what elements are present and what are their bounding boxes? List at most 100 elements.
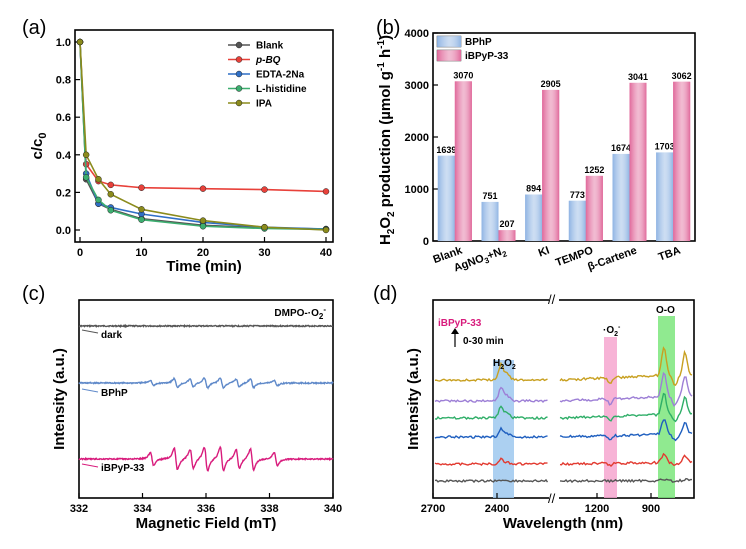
data-point bbox=[95, 196, 102, 204]
panel-c-title: DMPO-·O2- bbox=[274, 305, 326, 321]
bar-shade bbox=[568, 200, 586, 241]
bar-shade bbox=[612, 153, 630, 241]
panel-b: (b) 0 1000 2000 3000 4000 1639 3070 751 207 894 2… bbox=[376, 17, 696, 274]
bar-value-label: 1674 bbox=[611, 143, 631, 153]
data-point bbox=[95, 175, 102, 183]
panel-c-xtick-label: 336 bbox=[197, 503, 215, 515]
panel-a-xtick-label: 30 bbox=[258, 247, 270, 259]
bar-group: 207 bbox=[498, 219, 516, 241]
axis-break-bottom-gap bbox=[549, 490, 559, 506]
ir-trace bbox=[434, 477, 693, 484]
series-line bbox=[79, 41, 327, 231]
panel-a-ytick-label: 0.8 bbox=[56, 75, 71, 87]
panel-d-band-superoxide-label: ·O2- bbox=[603, 324, 621, 338]
epr-trace-ibpyp-33 bbox=[78, 445, 334, 472]
panel-c-label-bphp: BPhP bbox=[101, 388, 128, 399]
panel-a: (a) 0.0 0.2 0.4 0.6 0.8 1.0 0 10 20 30 40 Blank p-… bbox=[22, 17, 334, 275]
legend-label: iBPyP-33 bbox=[465, 51, 509, 62]
data-point bbox=[261, 223, 268, 231]
legend-label: BPhP bbox=[465, 37, 492, 48]
data-point bbox=[82, 151, 90, 159]
series-ipa bbox=[76, 38, 330, 234]
data-point bbox=[76, 38, 84, 46]
ir-trace-right bbox=[559, 392, 693, 423]
bar-value-label: 1639 bbox=[436, 145, 456, 155]
legend-marker bbox=[235, 99, 243, 107]
panel-a-label: (a) bbox=[22, 17, 46, 39]
ir-trace bbox=[434, 419, 693, 442]
data-point bbox=[322, 188, 330, 195]
data-point bbox=[322, 226, 330, 234]
category-label: KI bbox=[537, 245, 551, 260]
panel-d-frame bbox=[432, 299, 695, 499]
panel-c: (c) 332 334 336 338 340 DMPO-·O2- dark BPhP … bbox=[22, 283, 342, 532]
ir-trace-right bbox=[559, 477, 693, 484]
bar-value-label: 894 bbox=[526, 184, 541, 194]
legend-marker bbox=[235, 70, 243, 78]
panel-b-ytick-label: 4000 bbox=[405, 28, 429, 40]
bar-shade bbox=[585, 175, 603, 241]
ir-trace bbox=[434, 392, 693, 423]
panel-a-xtick-label: 0 bbox=[77, 247, 83, 259]
legend-label: EDTA-2Na bbox=[256, 70, 305, 81]
panel-b-frame bbox=[432, 32, 696, 242]
ir-trace bbox=[434, 346, 693, 387]
panel-c-label-dark: dark bbox=[101, 330, 123, 341]
bar-value-label: 207 bbox=[499, 219, 514, 229]
legend-marker bbox=[235, 56, 243, 63]
ir-trace-right bbox=[559, 346, 693, 387]
legend-swatch-shade bbox=[437, 50, 461, 61]
epr-trace-bphp bbox=[78, 376, 334, 390]
series-line bbox=[79, 41, 327, 193]
ir-trace-left bbox=[434, 386, 548, 404]
legend-label: p-BQ bbox=[255, 55, 281, 66]
legend-marker bbox=[235, 41, 243, 49]
bar-value-label: 773 bbox=[570, 190, 585, 200]
category-label: TBA bbox=[657, 245, 682, 264]
ir-trace-left bbox=[434, 457, 548, 466]
bar-shade bbox=[525, 194, 543, 241]
panel-a-ytick-label: 0.2 bbox=[56, 187, 71, 199]
panel-d-xtick-label: 2400 bbox=[485, 503, 509, 515]
panel-c-label-ibpyp: iBPyP-33 bbox=[101, 463, 145, 474]
panel-d-xtick-label: 900 bbox=[642, 503, 660, 515]
panel-d-label: (d) bbox=[373, 283, 397, 305]
legend-label: IPA bbox=[256, 99, 272, 110]
panel-c-xtick-label: 340 bbox=[324, 503, 342, 515]
bar-shade bbox=[629, 82, 647, 241]
bar-shade bbox=[656, 152, 674, 241]
legend-label: L-histidine bbox=[256, 84, 307, 95]
data-point bbox=[107, 207, 114, 214]
panel-b-ytick-label: 0 bbox=[423, 236, 429, 248]
panel-a-ylabel: c/c0 bbox=[29, 133, 49, 160]
panel-c-label: (c) bbox=[22, 283, 45, 305]
panel-a-xtick-label: 20 bbox=[197, 247, 209, 259]
bar-group: 1252 bbox=[584, 165, 604, 241]
data-point bbox=[138, 216, 145, 223]
ir-trace bbox=[434, 452, 693, 467]
panel-d-time-arrowhead bbox=[451, 328, 459, 334]
bar-value-label: 751 bbox=[482, 191, 497, 201]
bar-group: 1703 bbox=[655, 141, 675, 241]
bar-value-label: 3062 bbox=[672, 71, 692, 81]
panel-d-xlabel: Wavelength (nm) bbox=[503, 515, 623, 532]
panel-b-ytick-label: 3000 bbox=[405, 80, 429, 92]
band-o-o bbox=[658, 316, 675, 498]
series-p-bq bbox=[76, 38, 330, 195]
panel-a-frame bbox=[74, 29, 334, 243]
panel-a-ytick-label: 0.0 bbox=[56, 225, 71, 237]
epr-trace-dark bbox=[78, 323, 334, 329]
panel-a-ytick-label: 0.4 bbox=[56, 150, 72, 162]
panel-b-ytick-label: 2000 bbox=[405, 132, 429, 144]
ir-trace-right bbox=[559, 419, 693, 442]
panel-b-ytick-label: 1000 bbox=[405, 184, 429, 196]
panel-c-xtick-label: 334 bbox=[133, 503, 152, 515]
panel-d-ylabel: Intensity (a.u.) bbox=[405, 348, 422, 450]
bar-shade bbox=[437, 155, 455, 241]
bar-group: 894 bbox=[525, 184, 543, 241]
panel-c-pointer-dark bbox=[81, 329, 99, 334]
bar-shade bbox=[498, 230, 516, 241]
panel-c-xtick-label: 338 bbox=[260, 503, 278, 515]
bar-group: 2905 bbox=[541, 79, 561, 241]
data-point bbox=[138, 206, 145, 213]
